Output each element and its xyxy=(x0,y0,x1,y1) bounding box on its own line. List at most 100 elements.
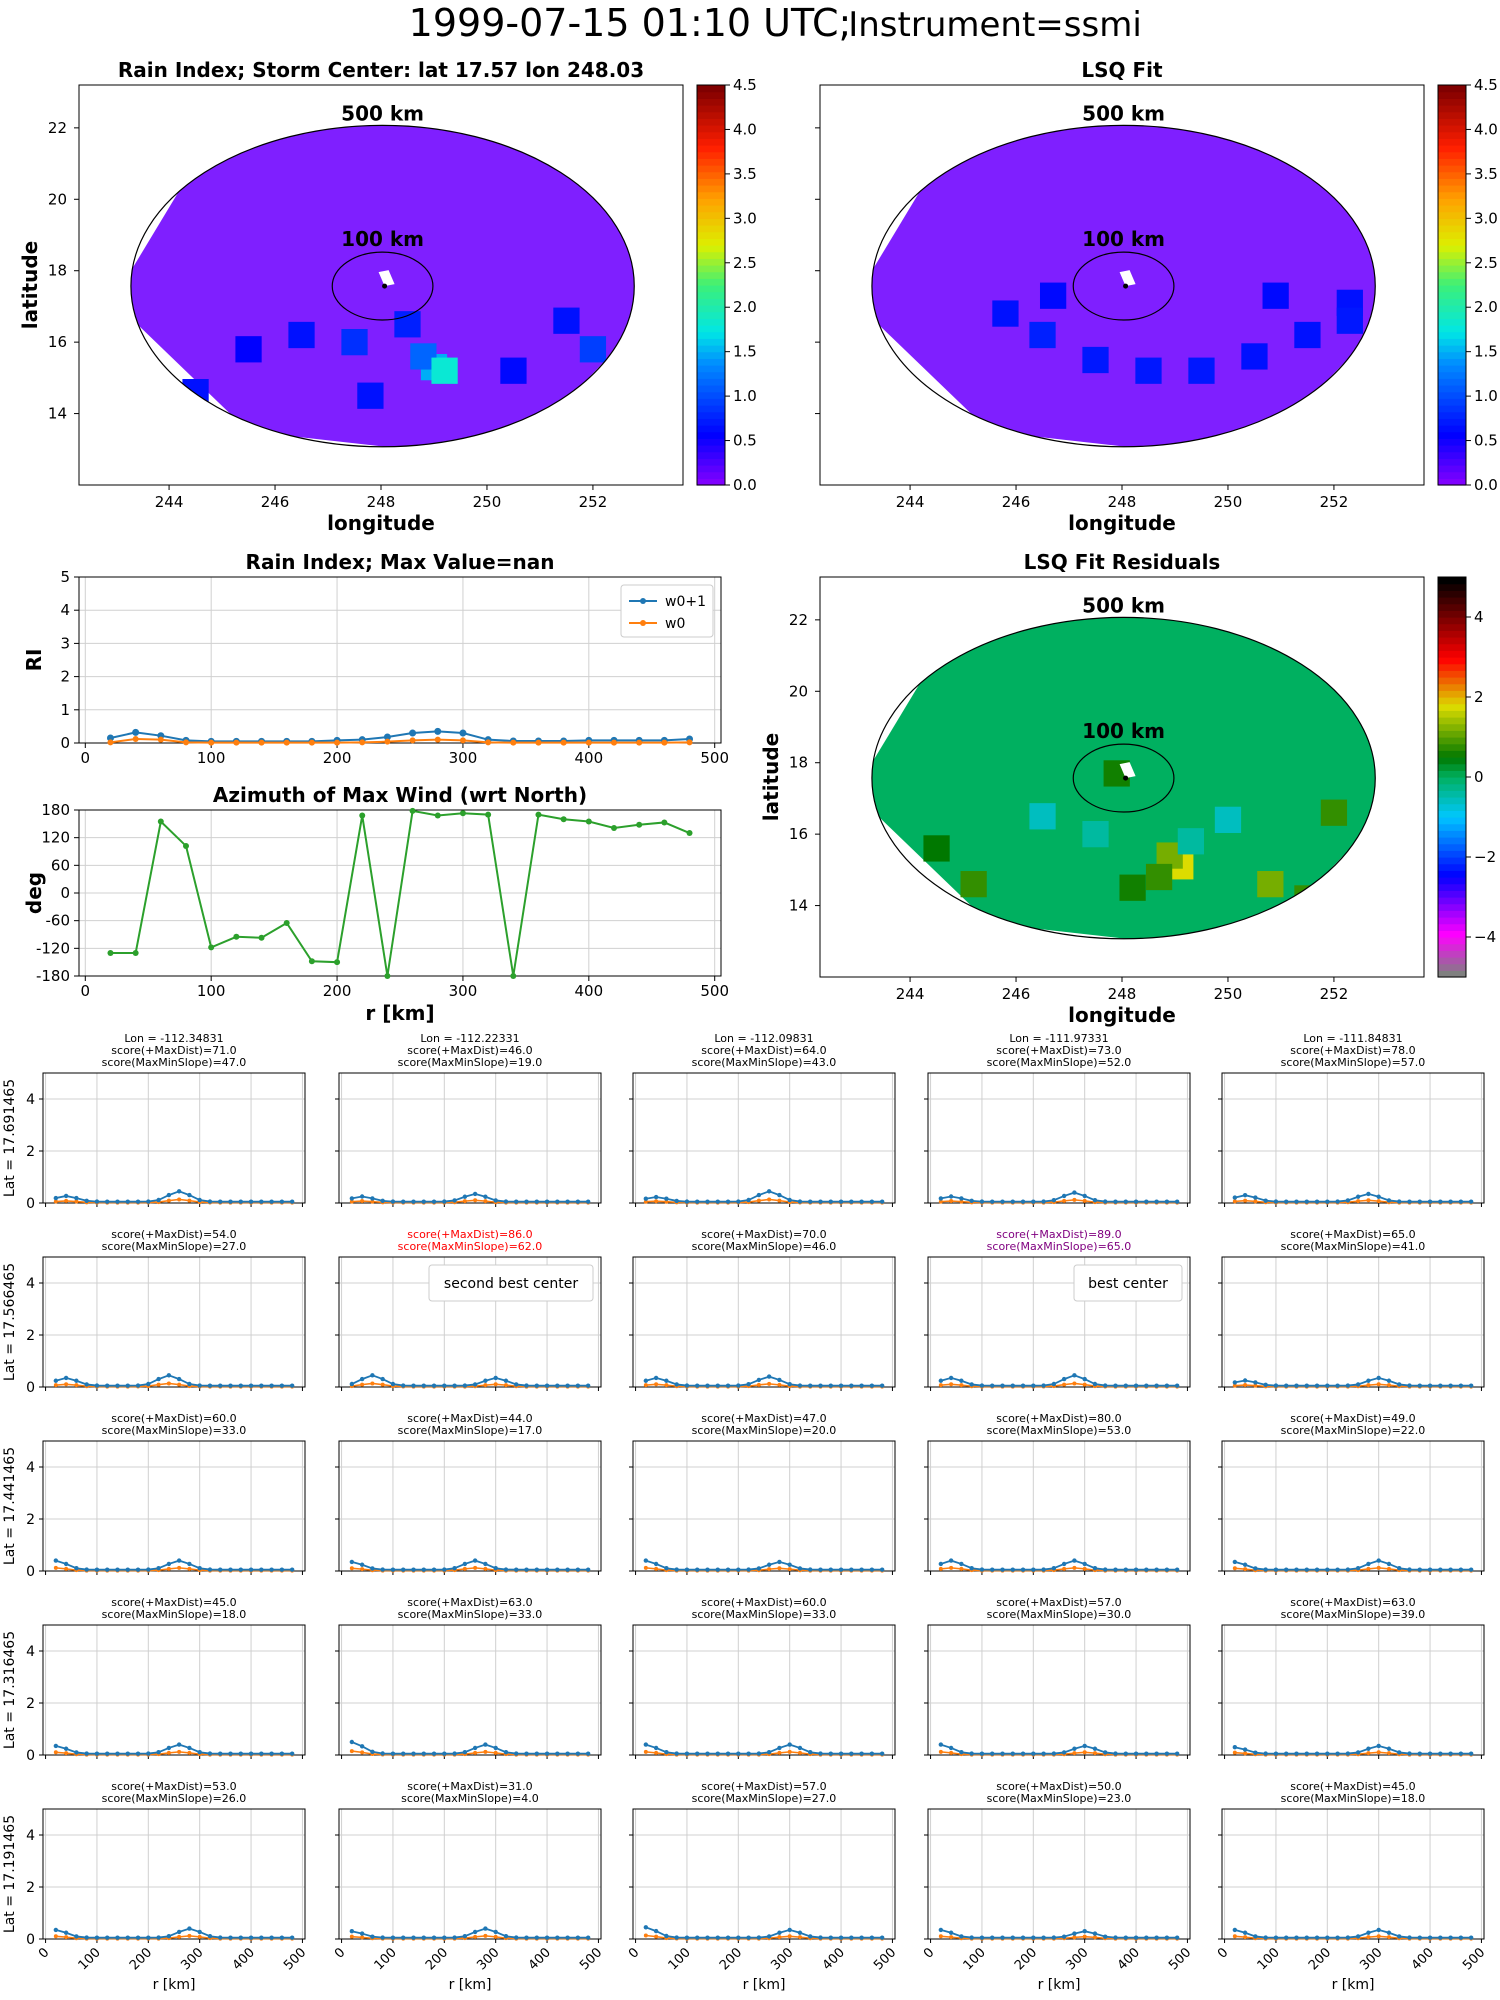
lsq_fit_residuals-cell xyxy=(1214,806,1242,833)
subplot-w0-point xyxy=(370,1381,375,1386)
rain_index_map-colorbar-cell xyxy=(697,445,725,453)
subplot-w01-point xyxy=(979,1383,985,1388)
subplot-w01-point xyxy=(808,1750,813,1755)
subplot-w01-point xyxy=(279,1935,285,1940)
azimuth_max_wind-point xyxy=(585,818,592,825)
lsq_fit_residuals-colorbar-label: −2 xyxy=(1474,848,1496,866)
subplot-w01-point xyxy=(849,1383,854,1388)
subplot-w0-point xyxy=(156,1382,161,1387)
subplot-w01-point xyxy=(472,1929,478,1935)
subplot-w01-point xyxy=(289,1567,295,1572)
subplot-w01-point xyxy=(990,1751,995,1756)
subplot-w01-point xyxy=(1154,1567,1159,1572)
subplot-w01-point xyxy=(1000,1935,1005,1940)
rain_index_map-colorbar-label: 3.5 xyxy=(733,165,757,183)
rain_index_map-title: Rain Index; Storm Center: lat 17.57 lon … xyxy=(118,58,644,82)
rain_index_map-ytick-label: 22 xyxy=(48,119,67,137)
subplot-w01-point xyxy=(948,1194,954,1199)
subplot-w01-point xyxy=(990,1567,995,1572)
lsq_fit_map-colorbar-cell xyxy=(1438,311,1466,319)
subplot-w01-point xyxy=(269,1751,274,1756)
rain_index_profile-point xyxy=(283,739,290,746)
rain_index_map-colorbar-cell xyxy=(697,431,725,439)
subplot-w0-point xyxy=(503,1383,508,1388)
subplot-w01-point xyxy=(238,1383,243,1388)
rain_index_map-colorbar-cell xyxy=(697,118,725,126)
subplot-w01-point xyxy=(259,1383,264,1388)
lsq_fit_map-colorbar-cell xyxy=(1438,225,1466,233)
rain_index_map-colorbar-cell xyxy=(697,171,725,179)
subplot-w01-point xyxy=(1232,1745,1238,1750)
rain_index_map-cell xyxy=(431,357,458,384)
subplot-w0-point xyxy=(787,1934,792,1939)
subplot-w01-point xyxy=(442,1567,447,1572)
subplot-xlabel: r [km] xyxy=(743,1977,786,1993)
subplot-w01-point xyxy=(1031,1567,1036,1572)
subplot-w01-point xyxy=(859,1935,864,1940)
subplot-w01-point xyxy=(1355,1382,1361,1387)
subplot-w01-point xyxy=(585,1935,591,1940)
subplot-w01-point xyxy=(359,1931,365,1936)
lsq_fit_residuals-colorbar-cell xyxy=(1438,797,1466,805)
subplot-w0-point xyxy=(187,1566,192,1571)
subplot-w01-point xyxy=(279,1383,285,1388)
subplot-ytick-label: 2 xyxy=(26,1880,35,1896)
subplot-frame xyxy=(42,1440,306,1572)
subplot-w01-point xyxy=(1041,1567,1046,1572)
rain_index_map-colorbar-label: 4.0 xyxy=(733,120,757,138)
subplot-w01-point xyxy=(1010,1383,1015,1388)
rain_index_map-colorbar-cell xyxy=(697,218,725,226)
subplot-w01-point xyxy=(1041,1935,1046,1940)
azimuth_max_wind-point xyxy=(661,819,668,826)
subplot-w01-point xyxy=(938,1561,944,1567)
subplot-w01-point xyxy=(1386,1561,1392,1567)
subplot-xtick-label: 0 xyxy=(332,1945,348,1961)
lsq_fit_residuals-colorbar-cell xyxy=(1438,870,1466,878)
subplot-w01-point xyxy=(380,1198,385,1204)
subplot-w0-point xyxy=(1253,1199,1258,1204)
subplot-w01-point xyxy=(1113,1383,1118,1388)
subplot-w01-point xyxy=(1051,1198,1057,1203)
subplot-w0-point xyxy=(483,1383,488,1388)
subplot-w0-point xyxy=(787,1567,792,1572)
subplot-w0-point xyxy=(380,1382,385,1387)
subplot-axes xyxy=(43,1073,305,1203)
subplot-w01-point xyxy=(1164,1935,1170,1940)
subplot-w01-point xyxy=(125,1935,130,1940)
rain_index_map-center-blank xyxy=(378,270,395,287)
subplot-ytick-label: 0 xyxy=(26,1380,35,1396)
subplot-w01-point xyxy=(787,1927,792,1933)
lsq_fit_residuals-colorbar-label: 4 xyxy=(1474,608,1484,626)
azimuth_max_wind-point xyxy=(686,830,693,837)
subplot-w01-point xyxy=(289,1383,295,1388)
rain_index_map-colorbar-cell xyxy=(697,465,725,473)
rain_index_map-ytick-label: 18 xyxy=(48,262,67,280)
rain_index_map-colorbar-cell xyxy=(697,351,725,359)
lsq_fit_residuals-xtick-label: 246 xyxy=(1002,985,1031,1003)
subplot-w0-point xyxy=(1366,1935,1371,1940)
subplot-w0-point xyxy=(349,1199,354,1204)
subplot-xtick-label: 500 xyxy=(1166,1945,1194,1973)
subplot-row-label: Lat = 17.566465 xyxy=(2,1263,18,1381)
subplot-w01-point xyxy=(187,1381,192,1387)
subplot-w01-point xyxy=(370,1566,375,1571)
subplot-w01-point xyxy=(1020,1383,1026,1388)
subplot-w01-point xyxy=(534,1199,539,1204)
subplot-w01-point xyxy=(1355,1750,1361,1755)
rain_index_map-colorbar-cell xyxy=(697,418,725,426)
subplot-w0-point xyxy=(53,1383,58,1388)
subplot-w01-point xyxy=(653,1375,659,1381)
subplot-score-maxdist: score(+MaxDist)=63.0 xyxy=(1290,1596,1415,1609)
subplot-w01-point xyxy=(218,1567,223,1572)
subplot-w01-point xyxy=(74,1195,79,1201)
lsq_fit_map-ring-500 xyxy=(871,124,1376,448)
lsq_fit_residuals-center-marker xyxy=(1123,775,1129,781)
subplot-w01-point xyxy=(279,1567,285,1572)
figure-title: 1999-07-15 01:10 UTC; xyxy=(409,1,852,45)
subplot-w0-point xyxy=(767,1567,772,1572)
rain_index_map-colorbar-cell xyxy=(697,138,725,146)
subplot-col-title: Lon = -112.22331 xyxy=(420,1032,519,1045)
rain_index_map-colorbar-cell xyxy=(697,245,725,253)
rain_index_map-colorbar-cell xyxy=(697,185,725,193)
lsq_fit_map-colorbar-cell xyxy=(1438,458,1466,466)
